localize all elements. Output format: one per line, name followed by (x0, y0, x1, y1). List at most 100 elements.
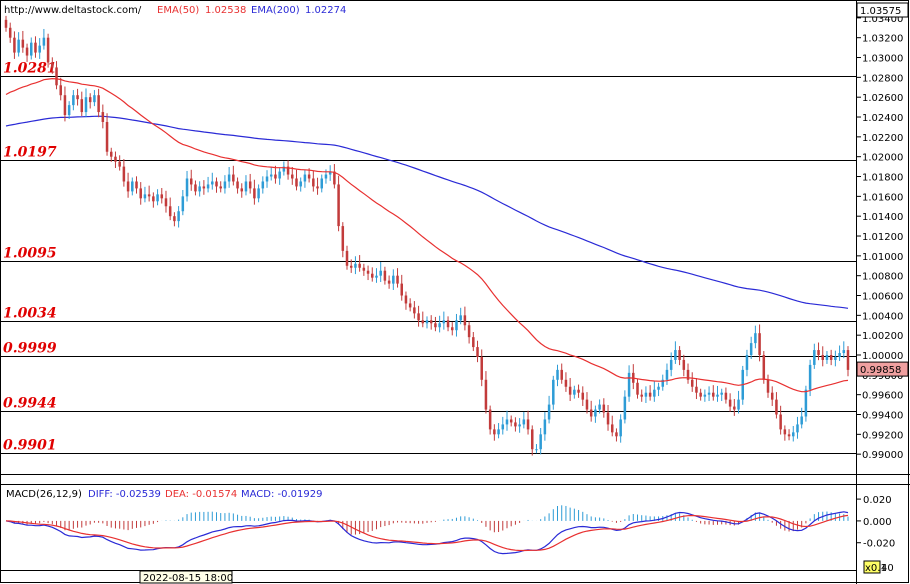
candle-128 (543, 411, 547, 441)
footer-date: 2022-08-15 18:00 (143, 573, 233, 584)
candle-132 (560, 363, 563, 384)
candle-154 (653, 380, 656, 402)
candle-150 (636, 378, 639, 399)
candle-105 (446, 316, 450, 332)
candle-152 (644, 386, 648, 404)
candle-131 (556, 364, 559, 387)
candle-134 (568, 378, 572, 402)
candle-161 (682, 354, 686, 377)
scale-box (863, 560, 881, 574)
candle-183 (775, 392, 778, 419)
candle-36 (156, 189, 159, 206)
macd-value: MACD: -0.01929 (241, 489, 322, 500)
macd-diff-line (5, 511, 849, 555)
candle-153 (648, 385, 652, 401)
candle-51 (219, 181, 222, 193)
candle-47 (202, 180, 206, 195)
candle-29 (126, 172, 130, 198)
candle-182 (770, 386, 774, 406)
candle-102 (434, 316, 437, 332)
candle-199 (842, 341, 846, 359)
candle-179 (758, 324, 761, 362)
y-tick-label-20: 0.99400 (862, 411, 903, 422)
candle-3 (17, 32, 20, 57)
candle-167 (707, 386, 711, 402)
top-price-label: 1.03575 (860, 6, 901, 17)
candle-184 (779, 405, 782, 435)
y-tick-label-8: 1.01800 (862, 173, 903, 184)
candle-148 (627, 365, 631, 402)
candle-119 (505, 410, 509, 431)
candle-62 (265, 170, 269, 188)
candle-195 (825, 351, 829, 364)
candle-166 (703, 389, 707, 402)
candle-20 (88, 93, 92, 109)
level-label-2: 1.0095 (3, 246, 57, 262)
candle-173 (733, 399, 736, 416)
candle-196 (829, 349, 833, 366)
candle-169 (716, 385, 719, 402)
candle-10 (46, 33, 50, 68)
y-tick-label-11: 1.01200 (862, 232, 903, 243)
candle-163 (690, 372, 694, 392)
candle-26 (114, 151, 117, 168)
candle-5 (25, 43, 29, 62)
y-tick-label-9: 1.01600 (862, 192, 903, 203)
candle-135 (573, 385, 576, 399)
candle-116 (493, 424, 496, 441)
candle-142 (602, 398, 606, 418)
candle-192 (813, 343, 816, 369)
source-url[interactable]: http://www.deltastock.com/ (4, 5, 142, 16)
candle-123 (522, 411, 526, 429)
candle-9 (42, 28, 46, 50)
candle-39 (168, 197, 172, 221)
candle-6 (30, 37, 33, 60)
candle-122 (518, 418, 521, 433)
candle-53 (227, 167, 231, 188)
candle-18 (80, 91, 84, 117)
candle-16 (72, 90, 75, 111)
y-tick-label-7: 1.02000 (862, 153, 903, 164)
level-label-3: 1.0034 (3, 306, 57, 322)
candle-200 (846, 346, 850, 377)
candle-100 (425, 316, 429, 329)
candle-17 (76, 88, 79, 106)
candle-69 (295, 169, 298, 191)
y-tick-label-0: 1.03400 (862, 14, 903, 25)
candle-155 (657, 382, 660, 397)
candle-189 (800, 407, 803, 429)
candle-93 (396, 268, 399, 288)
candle-45 (194, 180, 197, 196)
candle-172 (728, 393, 732, 412)
candle-37 (160, 188, 164, 204)
candle-95 (404, 291, 408, 310)
candle-81 (345, 245, 349, 270)
candle-97 (413, 301, 416, 319)
candle-75 (320, 174, 324, 193)
candle-106 (451, 322, 454, 336)
candle-33 (143, 186, 147, 203)
candle-30 (131, 177, 134, 196)
candle-63 (269, 167, 273, 181)
y-tick-label-16: 1.00200 (862, 331, 903, 342)
candle-66 (282, 161, 286, 176)
candles (4, 15, 850, 456)
candle-178 (754, 325, 757, 349)
candle-164 (695, 378, 698, 400)
candle-147 (623, 390, 627, 424)
y-tick-label-17: 1.00000 (862, 351, 903, 362)
candle-92 (392, 269, 395, 290)
candle-139 (589, 400, 593, 422)
candle-85 (362, 263, 366, 276)
candle-24 (105, 113, 109, 156)
candle-149 (632, 364, 635, 390)
candle-186 (787, 429, 791, 441)
candle-77 (328, 165, 332, 181)
candle-146 (619, 414, 622, 443)
candle-124 (526, 410, 530, 435)
candle-22 (97, 88, 100, 118)
candle-73 (312, 170, 315, 192)
candle-42 (181, 190, 185, 216)
y-tick-label-22: 0.99000 (862, 450, 903, 461)
candle-129 (547, 395, 551, 424)
